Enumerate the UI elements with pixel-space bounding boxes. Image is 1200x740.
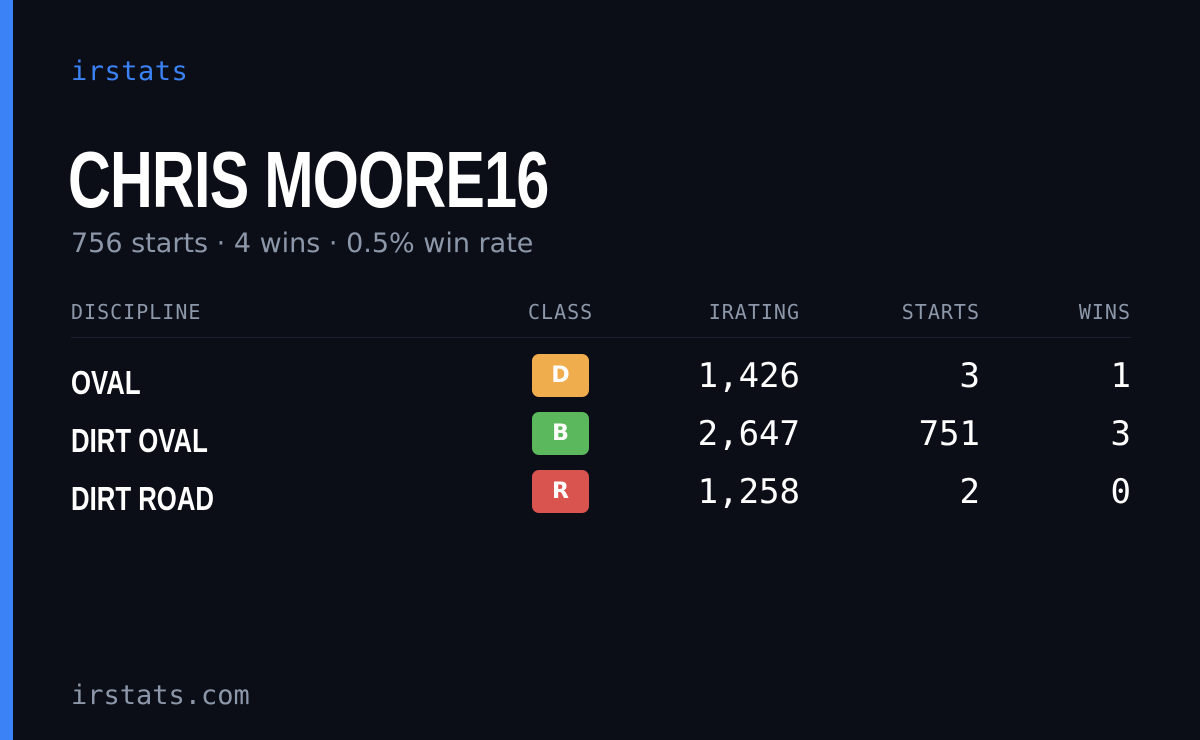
driver-summary: 756 starts · 4 wins · 0.5% win rate <box>71 228 534 259</box>
discipline-name: DIRT OVAL <box>71 422 208 459</box>
wins-value: 3 <box>1110 414 1131 454</box>
starts-value: 2 <box>959 472 980 512</box>
table-body: OVAL D 1,426 3 1 DIRT OVAL B 2,647 751 3… <box>71 338 1131 526</box>
header-discipline: DISCIPLINE <box>71 300 202 324</box>
header-irating: IRATING <box>708 300 800 324</box>
footer-url: irstats.com <box>71 680 250 711</box>
driver-name: CHRIS MOORE16 <box>68 135 549 224</box>
discipline-name: OVAL <box>71 364 141 401</box>
header-class: CLASS <box>528 300 594 324</box>
discipline-name: DIRT ROAD <box>71 480 214 517</box>
table-header: DISCIPLINE CLASS IRATING STARTS WINS <box>71 298 1131 338</box>
class-badge: B <box>532 412 589 455</box>
class-badge: D <box>532 354 589 397</box>
accent-bar <box>0 0 13 740</box>
wins-value: 0 <box>1110 472 1131 512</box>
table-row: DIRT OVAL B 2,647 751 3 <box>71 410 1131 468</box>
table-row: OVAL D 1,426 3 1 <box>71 352 1131 410</box>
header-wins: WINS <box>1078 300 1131 324</box>
irating-value: 1,258 <box>697 472 800 512</box>
discipline-table: DISCIPLINE CLASS IRATING STARTS WINS OVA… <box>71 298 1131 526</box>
irating-value: 1,426 <box>697 356 800 396</box>
class-badge: R <box>532 470 589 513</box>
table-row: DIRT ROAD R 1,258 2 0 <box>71 468 1131 526</box>
starts-value: 3 <box>959 356 980 396</box>
starts-value: 751 <box>918 414 980 454</box>
wins-value: 1 <box>1110 356 1131 396</box>
irating-value: 2,647 <box>697 414 800 454</box>
header-starts: STARTS <box>901 300 980 324</box>
brand-logo: irstats <box>71 56 189 87</box>
